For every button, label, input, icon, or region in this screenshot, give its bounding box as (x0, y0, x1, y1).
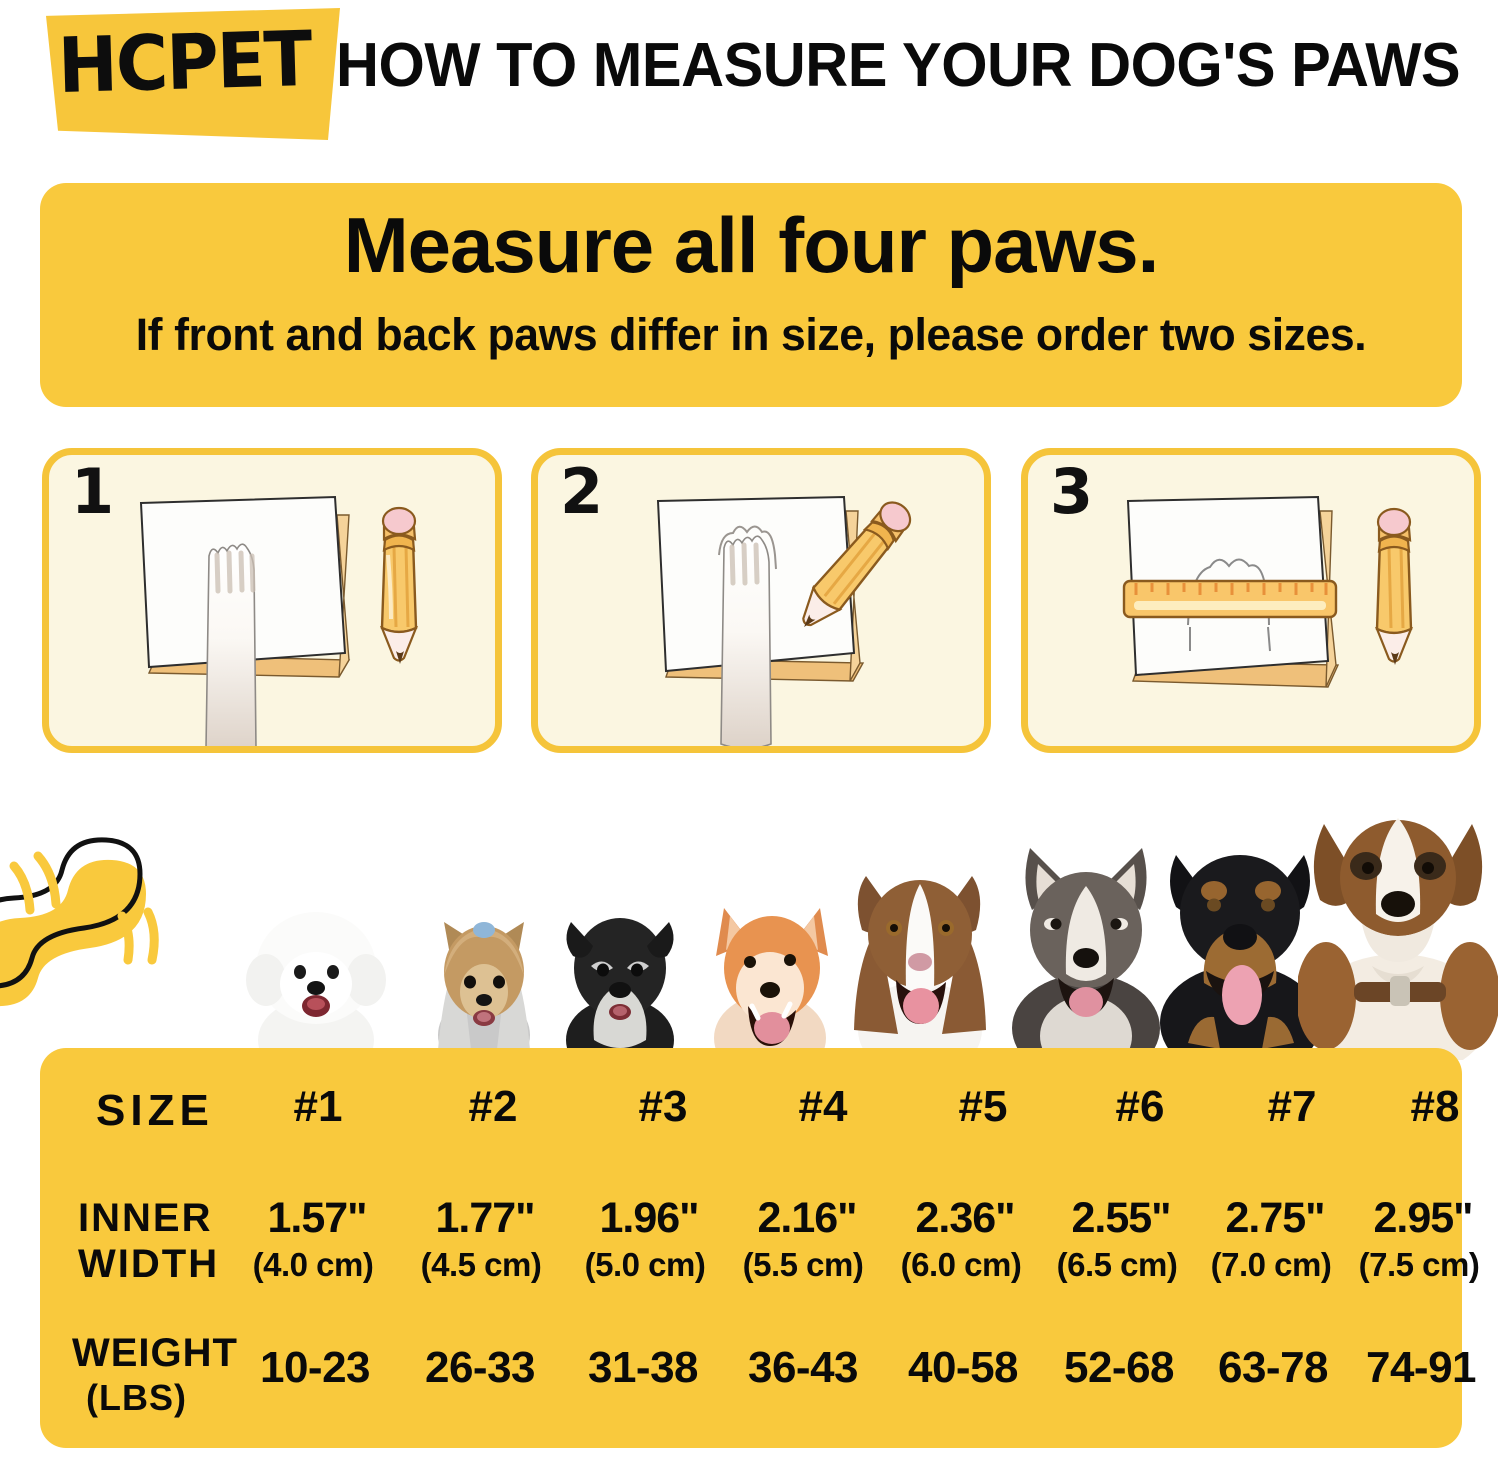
pencil-icon (802, 501, 912, 628)
pencil-icon (379, 506, 419, 664)
cell-size-3: #3 (638, 1082, 688, 1131)
cell-inner-cm-3: (5.0 cm) (584, 1246, 706, 1283)
ruler-icon (1122, 579, 1338, 619)
dog-bichon-frise (246, 912, 386, 1060)
ruler-measuring-traced-paw-icon (1122, 495, 1414, 688)
paw-on-paper-with-pencil-icon (139, 495, 419, 746)
dog-saint-bernard (1298, 818, 1498, 1060)
step-number-1: 1 (71, 455, 115, 528)
step-number-2: 2 (560, 455, 604, 528)
instruction-banner: Measure all four paws. If front and back… (40, 183, 1462, 407)
step-panel-3: 3 (1021, 448, 1481, 753)
cell-size-2: #2 (468, 1082, 518, 1131)
dog-rottweiler (1160, 855, 1320, 1060)
cell-inner-in-7: 2.75" (1225, 1194, 1325, 1242)
cell-size-8: #8 (1410, 1082, 1460, 1131)
cell-inner-in-1: 1.57" (267, 1194, 367, 1242)
row-label-weight-line2: (LBS) (86, 1377, 187, 1418)
cell-weight-1: 10-23 (259, 1343, 371, 1392)
row-label-weight-line1: WEIGHT (72, 1331, 238, 1375)
cell-inner-cm-7: (7.0 cm) (1210, 1246, 1332, 1283)
cell-weight-2: 26-33 (424, 1343, 536, 1392)
step-panel-1: 1 (42, 448, 502, 753)
dog-shiba-inu (714, 908, 828, 1060)
brand-logo-text: HCPET (56, 13, 312, 110)
cell-weight-6: 52-68 (1063, 1343, 1175, 1392)
row-label-size: SIZE (96, 1086, 214, 1135)
cell-weight-7: 63-78 (1217, 1343, 1329, 1392)
cell-weight-3: 31-38 (587, 1343, 699, 1392)
banner-headline: Measure all four paws. (343, 201, 1160, 289)
cell-size-6: #6 (1115, 1082, 1165, 1131)
cell-inner-cm-2: (4.5 cm) (420, 1246, 542, 1283)
table-row-weight: WEIGHT (LBS) 10-23 26-33 31-38 36-43 40-… (40, 1331, 1477, 1443)
dog-breed-row (0, 758, 1500, 1060)
row-label-inner-width-line1: INNER (78, 1196, 213, 1240)
cell-size-4: #4 (798, 1082, 848, 1131)
measurement-steps: 1 (0, 448, 1500, 758)
cell-inner-in-6: 2.55" (1071, 1194, 1171, 1242)
dog-schnauzer (566, 918, 674, 1060)
cell-inner-cm-8: (7.5 cm) (1358, 1246, 1480, 1283)
cell-size-1: #1 (293, 1082, 343, 1131)
brand-badge (46, 8, 340, 140)
cell-inner-in-3: 1.96" (599, 1194, 699, 1242)
page-title: HOW TO MEASURE YOUR DOG'S PAWS (336, 31, 1461, 100)
size-chart-table: SIZE #1 #2 #3 #4 #5 #6 #7 #8 INNER WIDTH… (40, 1048, 1480, 1448)
page-header: HCPET HOW TO MEASURE YOUR DOG'S PAWS (0, 0, 1500, 150)
cell-weight-4: 36-43 (747, 1343, 859, 1392)
cell-weight-5: 40-58 (907, 1343, 1019, 1392)
cell-inner-cm-1: (4.0 cm) (252, 1246, 374, 1283)
cell-inner-cm-5: (6.0 cm) (900, 1246, 1022, 1283)
cell-inner-cm-4: (5.5 cm) (742, 1246, 864, 1283)
table-row-inner-width: INNER WIDTH 1.57" 1.77" 1.96" 2.16" 2.36… (40, 1194, 1480, 1308)
step-number-3: 3 (1050, 455, 1094, 528)
cell-inner-in-2: 1.77" (435, 1194, 535, 1242)
cell-inner-in-5: 2.36" (915, 1194, 1015, 1242)
cell-size-5: #5 (958, 1082, 1008, 1131)
table-row-size: SIZE #1 #2 #3 #4 #5 #6 #7 #8 (40, 1080, 1462, 1142)
row-label-inner-width-line2: WIDTH (78, 1242, 220, 1286)
cell-inner-cm-6: (6.5 cm) (1056, 1246, 1178, 1283)
cell-weight-8: 74-91 (1365, 1343, 1477, 1392)
cell-inner-in-4: 2.16" (757, 1194, 857, 1242)
wagging-tail-decoration-icon (0, 837, 159, 1007)
cell-inner-in-8: 2.95" (1373, 1194, 1473, 1242)
dog-border-collie (854, 876, 986, 1060)
dog-alaskan-malamute (1012, 848, 1160, 1060)
cell-size-7: #7 (1267, 1082, 1317, 1131)
dog-yorkshire-terrier (438, 922, 530, 1060)
pencil-icon (1374, 507, 1414, 665)
tracing-paw-with-pencil-icon (656, 495, 912, 746)
banner-subtext: If front and back paws differ in size, p… (135, 309, 1367, 360)
step-panel-2: 2 (531, 448, 991, 753)
